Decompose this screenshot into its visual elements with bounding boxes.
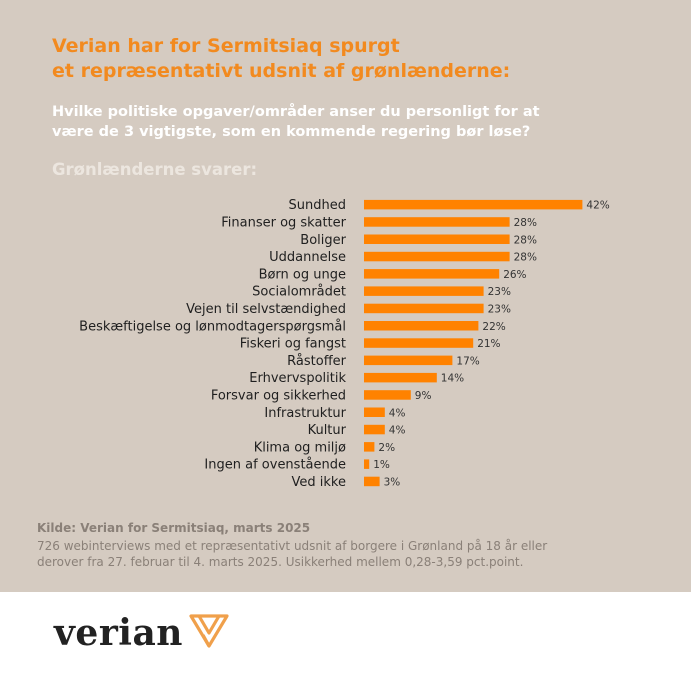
bar	[364, 390, 411, 400]
value-label: 17%	[456, 355, 479, 367]
bar	[364, 355, 453, 366]
bar	[364, 321, 479, 331]
category-label: Beskæftigelse og lønmodtagerspørgsmål	[79, 319, 346, 334]
source-text: 726 webinterviews med et repræsentativt …	[37, 538, 657, 570]
category-label: Børn og unge	[259, 267, 346, 282]
value-label: 42%	[586, 200, 609, 212]
category-label: Socialområdet	[252, 285, 346, 300]
bar	[364, 286, 484, 296]
category-label: Boliger	[300, 233, 346, 248]
category-label: Klima og miljø	[254, 440, 346, 455]
category-label: Sundhed	[289, 198, 346, 213]
bar	[364, 269, 500, 279]
source-line-2: derover fra 27. februar til 4. marts 202…	[37, 555, 524, 569]
bar	[364, 407, 385, 417]
bar	[364, 217, 510, 227]
value-label: 28%	[514, 252, 537, 264]
category-label: Vejen til selvstændighed	[186, 302, 346, 317]
verian-logo-icon	[189, 613, 229, 653]
bar	[364, 459, 370, 469]
value-label: 4%	[389, 407, 406, 419]
bar	[364, 442, 375, 452]
logo-text: verian	[54, 612, 183, 654]
bar	[364, 424, 385, 435]
category-label: Ingen af ovenstående	[204, 458, 346, 473]
chart-subtitle: Grønlænderne svarer:	[52, 160, 258, 179]
title-line-2: et repræsentativt udsnit af grønlænderne…	[52, 60, 511, 82]
value-label: 28%	[514, 217, 537, 229]
value-label: 2%	[378, 442, 395, 454]
category-label: Kultur	[308, 423, 347, 438]
value-label: 23%	[488, 303, 511, 315]
bar	[364, 338, 474, 348]
value-label: 4%	[389, 425, 406, 437]
value-label: 21%	[477, 338, 500, 350]
chart-title: Verian har for Sermitsiaq spurgt et repr…	[52, 34, 510, 84]
value-label: 9%	[415, 390, 432, 402]
value-label: 1%	[373, 459, 390, 471]
source-title: Kilde: Verian for Sermitsiaq, marts 2025	[37, 521, 311, 535]
category-label: Finanser og skatter	[221, 215, 346, 230]
category-label: Forsvar og sikkerhed	[211, 388, 346, 403]
value-label: 14%	[441, 373, 464, 385]
bar	[364, 303, 484, 314]
value-label: 22%	[482, 321, 505, 333]
survey-question: Hvilke politiske opgaver/områder anser d…	[52, 102, 540, 142]
value-label: 28%	[514, 234, 537, 246]
category-label: Infrastruktur	[264, 406, 346, 421]
value-label: 3%	[384, 476, 401, 488]
category-label: Uddannelse	[269, 250, 346, 265]
question-line-1: Hvilke politiske opgaver/områder anser d…	[52, 104, 540, 120]
title-line-1: Verian har for Sermitsiaq spurgt	[52, 35, 400, 57]
content-panel: Verian har for Sermitsiaq spurgt et repr…	[0, 0, 691, 592]
category-label: Ved ikke	[292, 475, 346, 490]
verian-logo: verian	[54, 612, 229, 654]
value-label: 23%	[488, 286, 511, 298]
question-line-2: være de 3 vigtigste, som en kommende reg…	[52, 124, 531, 140]
source-line-1: 726 webinterviews med et repræsentativt …	[37, 539, 548, 553]
value-label: 26%	[503, 269, 526, 281]
bar	[364, 476, 380, 487]
category-label: Erhvervspolitik	[249, 371, 346, 386]
bar	[364, 372, 437, 383]
bar	[364, 234, 510, 244]
category-label: Fiskeri og fangst	[240, 337, 346, 352]
bar	[364, 199, 583, 210]
bar	[364, 251, 510, 262]
bar-chart: Sundhed 42% Finanser og skatter 28% Boliger 2…	[79, 198, 610, 490]
category-label: Råstoffer	[287, 354, 346, 369]
